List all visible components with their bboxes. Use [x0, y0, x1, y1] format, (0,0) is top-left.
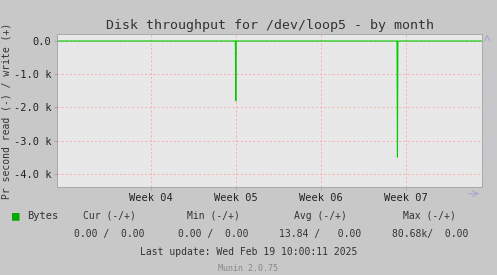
- Text: Avg (-/+): Avg (-/+): [294, 211, 347, 221]
- Text: 80.68k/  0.00: 80.68k/ 0.00: [392, 229, 468, 239]
- Text: Min (-/+): Min (-/+): [187, 211, 240, 221]
- Text: 0.00 /  0.00: 0.00 / 0.00: [74, 229, 145, 239]
- Text: Cur (-/+): Cur (-/+): [83, 211, 136, 221]
- Text: Munin 2.0.75: Munin 2.0.75: [219, 264, 278, 273]
- Title: Disk throughput for /dev/loop5 - by month: Disk throughput for /dev/loop5 - by mont…: [106, 19, 433, 32]
- Text: Bytes: Bytes: [27, 211, 59, 221]
- Text: ■: ■: [12, 209, 20, 222]
- Text: RRDTOOL / TOBI OETIKER: RRDTOOL / TOBI OETIKER: [490, 69, 496, 162]
- Text: 13.84 /   0.00: 13.84 / 0.00: [279, 229, 362, 239]
- Text: Last update: Wed Feb 19 10:00:11 2025: Last update: Wed Feb 19 10:00:11 2025: [140, 247, 357, 257]
- Text: 0.00 /  0.00: 0.00 / 0.00: [178, 229, 249, 239]
- Y-axis label: Pr second read (-) / write (+): Pr second read (-) / write (+): [1, 23, 11, 199]
- Text: Max (-/+): Max (-/+): [404, 211, 456, 221]
